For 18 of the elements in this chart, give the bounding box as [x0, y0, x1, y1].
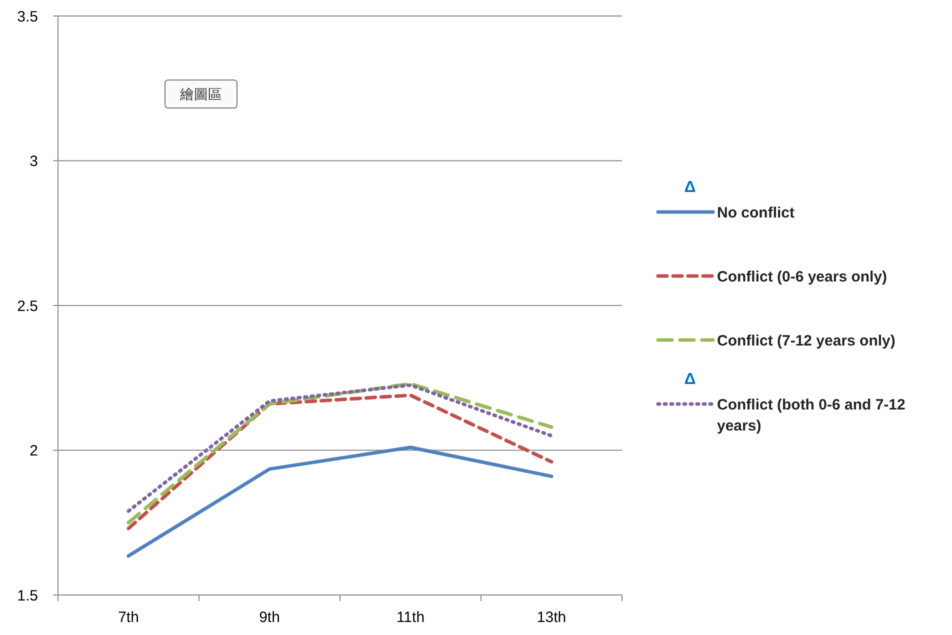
line-series — [126, 446, 554, 558]
legend-label: Conflict (7-12 years only) — [717, 332, 896, 350]
y-tick-label: 3 — [30, 153, 38, 170]
x-tick-label: 13th — [536, 609, 566, 626]
legend-label: No conflict — [717, 204, 794, 222]
legend-label: Conflict (0-6 years only) — [717, 268, 888, 286]
y-tick-label: 3.5 — [17, 8, 38, 26]
x-tick-label: 11th — [396, 609, 425, 626]
text: Δ — [684, 371, 696, 388]
y-tick-label: 2.5 — [17, 298, 38, 315]
x-tick-label: 7th — [118, 609, 139, 626]
y-tick-label: 2 — [30, 442, 38, 460]
x-tick-label: 9th — [259, 609, 280, 626]
legend-label: Conflict (both 0-6 and 7-12 years) — [717, 396, 906, 434]
text: Δ — [684, 179, 696, 196]
y-tick-label: 1.5 — [17, 587, 38, 604]
tooltip-box: 繪圖區 — [164, 80, 238, 108]
annotation: 繪圖區 — [179, 86, 222, 102]
